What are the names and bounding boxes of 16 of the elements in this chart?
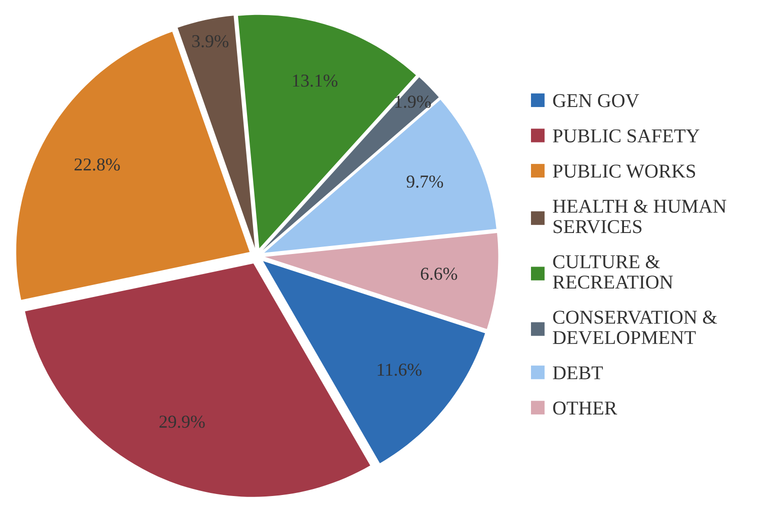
data-label: 1.9% xyxy=(395,96,431,108)
data-label: 13.1% xyxy=(293,74,338,87)
data-label: 29.9% xyxy=(160,416,205,428)
data-label: 22.8% xyxy=(74,158,120,171)
legend-label: DEBT xyxy=(552,366,603,380)
legend-label: GEN GOV xyxy=(553,94,640,108)
legend-label: HEALTH & HUMAN SERVICES xyxy=(552,200,726,234)
data-label: 3.9% xyxy=(192,35,228,48)
legend-label: CULTURE & RECREATION xyxy=(552,255,673,289)
legend-label: PUBLIC WORKS xyxy=(552,164,696,178)
legend-label: PUBLIC SAFETY xyxy=(552,129,700,142)
data-label: 6.6% xyxy=(420,268,458,280)
data-label: 9.7% xyxy=(406,175,444,188)
legend-label: OTHER xyxy=(553,402,618,415)
legend-label: CONSERVATION & DEVELOPMENT xyxy=(552,310,718,344)
data-label: 11.6% xyxy=(378,364,422,376)
